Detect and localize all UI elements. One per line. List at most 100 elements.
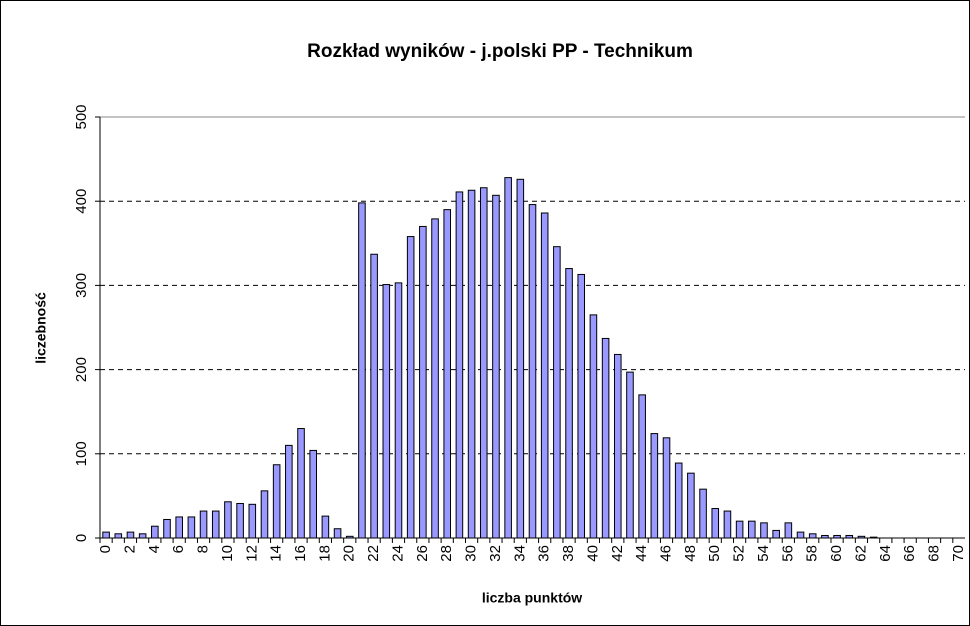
x-tick-label: 48 — [682, 545, 699, 562]
bar — [126, 531, 135, 539]
bar — [723, 510, 732, 539]
bar — [382, 284, 391, 539]
x-tick-label: 22 — [365, 545, 382, 562]
bar — [102, 531, 110, 539]
bar — [528, 204, 537, 539]
bar — [821, 534, 829, 539]
x-tick-label: 38 — [560, 545, 577, 562]
x-tick-label: 70 — [950, 545, 967, 562]
bar — [650, 433, 659, 539]
x-tick-label: 16 — [292, 545, 309, 562]
bar — [662, 437, 671, 539]
bar — [272, 464, 281, 539]
bar — [601, 337, 610, 539]
x-tick-label: 12 — [243, 545, 260, 562]
y-tick-label: 500 — [73, 104, 90, 129]
chart-title: Rozkład wyników - j.polski PP - Techniku… — [307, 41, 693, 62]
x-tick-label: 66 — [901, 545, 918, 562]
bar — [796, 531, 805, 539]
bar — [138, 533, 147, 539]
bar — [577, 273, 586, 539]
x-tick-label: 42 — [609, 545, 626, 562]
bar — [297, 428, 305, 539]
bar — [406, 236, 415, 539]
bar — [443, 209, 452, 539]
bar — [419, 225, 427, 539]
x-tick-label: 14 — [268, 545, 285, 562]
x-tick-label: 50 — [706, 545, 723, 562]
x-tick-label: 34 — [511, 545, 528, 562]
x-tick-label: 18 — [316, 545, 333, 562]
bar — [163, 518, 171, 539]
y-tick-label: 400 — [73, 189, 90, 214]
bar — [309, 449, 317, 539]
x-tick-label: 44 — [633, 545, 650, 562]
bar — [674, 462, 683, 539]
bar — [236, 502, 244, 539]
bar — [857, 535, 866, 539]
x-tick-label: 58 — [804, 545, 821, 562]
bar — [455, 191, 464, 539]
y-tick-label: 100 — [73, 441, 90, 466]
bar — [394, 282, 403, 539]
bar — [321, 515, 330, 539]
bar — [333, 528, 342, 539]
bar — [565, 268, 573, 539]
bar — [784, 522, 793, 539]
bar — [516, 178, 525, 539]
x-tick-label: 68 — [926, 545, 943, 562]
bar — [345, 535, 354, 539]
bar — [760, 522, 768, 539]
bar — [626, 371, 634, 539]
x-tick-label: 24 — [389, 545, 406, 562]
x-tick-label: 62 — [852, 545, 869, 562]
y-tick-label: 0 — [73, 534, 90, 542]
bar — [845, 534, 854, 539]
y-tick-label: 200 — [73, 357, 90, 382]
x-tick-label: 46 — [657, 545, 674, 562]
bar — [687, 472, 695, 539]
x-tick-label: 56 — [779, 545, 796, 562]
x-tick-label: 40 — [584, 545, 601, 562]
bar — [114, 533, 123, 539]
x-tick-label: 32 — [487, 545, 504, 562]
bar — [248, 503, 257, 539]
x-tick-label: 4 — [146, 545, 163, 553]
x-tick-label: 6 — [170, 545, 187, 553]
x-tick-label: 36 — [536, 545, 553, 562]
bar — [151, 525, 159, 539]
bar — [638, 394, 646, 539]
x-tick-label: 28 — [438, 545, 455, 562]
bar — [589, 314, 598, 539]
x-tick-label: 52 — [731, 545, 748, 562]
y-tick-label: 300 — [73, 273, 90, 298]
x-tick-label: 54 — [755, 545, 772, 562]
bar — [431, 218, 439, 539]
x-tick-label: 2 — [121, 545, 138, 553]
bar — [492, 194, 500, 539]
bar — [504, 177, 512, 539]
bar — [833, 534, 841, 539]
x-tick-label: 20 — [341, 545, 358, 562]
bar — [370, 253, 378, 539]
bar — [748, 520, 756, 539]
bar — [613, 353, 622, 539]
x-tick-label: 30 — [463, 545, 480, 562]
x-tick-label: 26 — [414, 545, 431, 562]
x-tick-label: 60 — [828, 545, 845, 562]
bar — [540, 212, 549, 539]
bar — [260, 490, 269, 539]
x-tick-label: 8 — [195, 545, 212, 553]
bar — [358, 202, 366, 539]
bar — [199, 510, 208, 539]
bar — [285, 444, 293, 539]
x-axis-label: liczba punktów — [482, 590, 582, 606]
bar — [711, 508, 720, 539]
x-tick-label: 0 — [97, 545, 114, 553]
x-tick-label: 10 — [219, 545, 236, 562]
bar — [772, 529, 780, 539]
y-axis-label: liczebność — [33, 292, 49, 364]
bar — [175, 516, 183, 539]
x-tick-label: 64 — [877, 545, 894, 562]
bar — [553, 246, 561, 539]
